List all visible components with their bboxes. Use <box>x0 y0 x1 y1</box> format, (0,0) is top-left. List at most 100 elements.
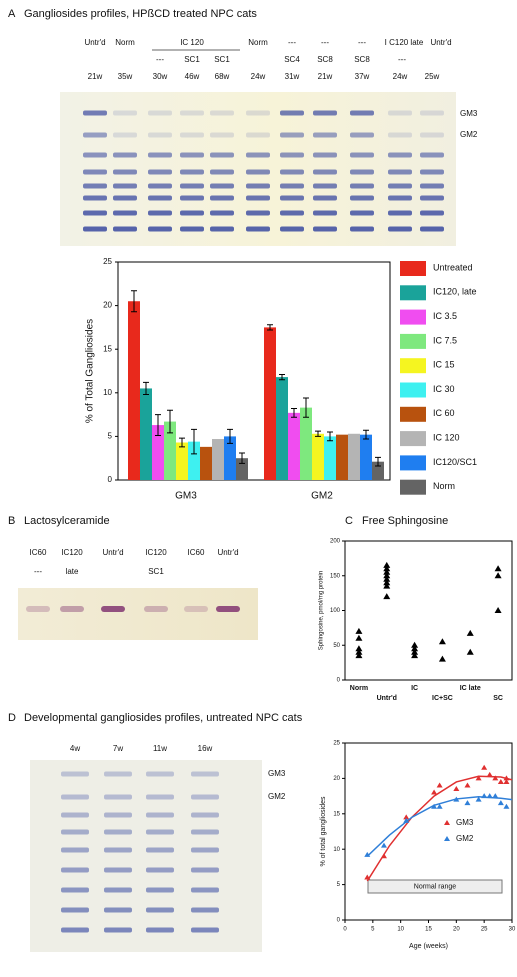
gel-band <box>180 132 204 138</box>
marker <box>503 778 510 784</box>
bar <box>360 434 372 480</box>
gel-band <box>180 226 204 232</box>
lane-label: --- <box>398 55 406 64</box>
y-tick-label: 25 <box>333 741 340 747</box>
marker <box>411 652 419 659</box>
gel-band <box>180 183 204 189</box>
gel-band <box>146 887 174 893</box>
gel-band <box>350 132 374 138</box>
band-label: GM3 <box>268 769 286 778</box>
y-tick-label: 200 <box>330 539 341 545</box>
lane-label: IC60 <box>30 548 47 557</box>
marker <box>383 568 391 575</box>
gel-band <box>350 226 374 232</box>
marker <box>492 793 499 799</box>
y-axis-label: % of Total Gangliosides <box>85 319 96 423</box>
bar <box>188 441 200 480</box>
legend-label: Untreated <box>433 262 473 272</box>
gel-band <box>420 152 444 158</box>
gel-band <box>113 210 137 216</box>
gel-band <box>144 606 168 612</box>
gel-band <box>246 132 270 138</box>
error-bar <box>227 428 233 444</box>
x-tick-label: IC late <box>460 685 481 692</box>
marker <box>453 786 460 792</box>
bar <box>264 327 276 480</box>
error-bar <box>327 431 333 442</box>
gel-band <box>313 210 337 216</box>
x-tick-label: 30 <box>509 927 516 933</box>
marker <box>481 793 488 799</box>
lane-label: SC8 <box>354 55 370 64</box>
lane-label: SC1 <box>184 55 200 64</box>
gel-band <box>148 169 172 175</box>
marker <box>453 796 460 802</box>
gel-band <box>148 110 172 116</box>
gel-band <box>210 195 234 201</box>
gel-band <box>350 183 374 189</box>
marker <box>383 582 391 589</box>
gel-band <box>191 907 219 913</box>
lane-label: 35w <box>118 72 133 81</box>
marker <box>403 814 410 820</box>
gel-band <box>191 829 219 835</box>
legend-label: IC 60 <box>433 408 455 418</box>
gel-band <box>148 183 172 189</box>
gel-band <box>148 210 172 216</box>
panel-title: Developmental gangliosides profiles, unt… <box>24 712 303 724</box>
bar <box>200 446 212 480</box>
bar <box>324 436 336 480</box>
annotation: Normal range <box>414 883 457 890</box>
error-bar <box>191 428 197 455</box>
gel-band <box>83 169 107 175</box>
gel-band <box>83 152 107 158</box>
gel-band <box>388 132 412 138</box>
gel-band <box>104 794 132 800</box>
legend-swatch <box>400 382 426 398</box>
marker <box>364 874 371 880</box>
gel-band <box>104 927 132 933</box>
gel-band <box>246 152 270 158</box>
gel-band <box>113 132 137 138</box>
error-bar <box>291 407 297 418</box>
gel-band <box>191 887 219 893</box>
gel-band <box>210 132 234 138</box>
gel-band <box>388 210 412 216</box>
gel-band <box>146 794 174 800</box>
y-tick-label: 150 <box>330 573 341 579</box>
lane-label: 30w <box>153 72 168 81</box>
gel-band <box>210 169 234 175</box>
gel-band <box>246 169 270 175</box>
plot-frame <box>344 540 513 681</box>
gel-band <box>83 226 107 232</box>
gel-band <box>420 226 444 232</box>
gel-band <box>191 771 219 777</box>
bar <box>140 388 152 480</box>
gel-band <box>148 132 172 138</box>
gel-band <box>61 771 89 777</box>
legend-swatch <box>400 479 426 495</box>
y-tick-label: 20 <box>103 301 112 310</box>
gel-band <box>148 195 172 201</box>
marker <box>383 579 391 586</box>
gel-band <box>61 829 89 835</box>
gel-band <box>313 132 337 138</box>
bar <box>164 421 176 480</box>
x-tick-label: 10 <box>397 927 404 933</box>
marker <box>355 634 363 641</box>
marker <box>475 796 482 802</box>
gel-image <box>60 92 456 246</box>
error-bar <box>155 414 161 437</box>
y-tick-label: 15 <box>333 811 340 817</box>
gel-band <box>350 169 374 175</box>
lane-label: IC120 <box>61 548 83 557</box>
marker <box>355 645 363 652</box>
legend-swatch <box>400 309 426 325</box>
gel-band <box>180 110 204 116</box>
gel-band <box>61 794 89 800</box>
gel-band <box>83 132 107 138</box>
x-tick-label: Untr'd <box>377 695 397 702</box>
y-tick-label: 20 <box>333 776 340 782</box>
gel-band <box>210 226 234 232</box>
x-tick-label: 5 <box>371 927 375 933</box>
